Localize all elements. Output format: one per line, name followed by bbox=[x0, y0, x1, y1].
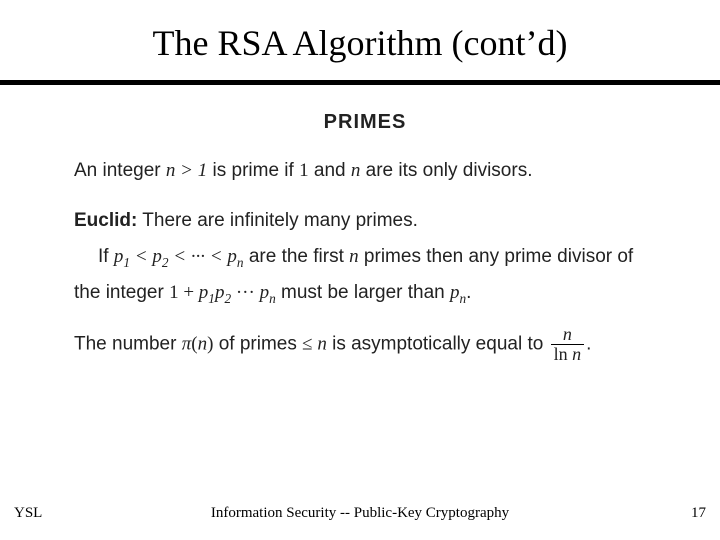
text: must be larger than bbox=[276, 282, 450, 303]
math-pi: π bbox=[182, 334, 192, 355]
math-n: n bbox=[198, 334, 208, 355]
math-ln: ln bbox=[554, 344, 573, 364]
text: . bbox=[466, 282, 471, 303]
math-n: n bbox=[317, 334, 327, 355]
slide-title: The RSA Algorithm (cont’d) bbox=[0, 0, 720, 74]
math-sub: n bbox=[269, 291, 276, 306]
paragraph-euclid: Euclid: There are infinitely many primes… bbox=[74, 203, 656, 311]
math-n-gt-1: n > 1 bbox=[166, 160, 207, 181]
math-sub: 1 bbox=[123, 255, 130, 270]
paragraph-definition: An integer n > 1 is prime if 1 and n are… bbox=[74, 153, 656, 189]
math-sub: 1 bbox=[208, 291, 215, 306]
math-n: n bbox=[572, 344, 581, 364]
slide: The RSA Algorithm (cont’d) PRIMES An int… bbox=[0, 0, 720, 540]
fraction-denominator: ln n bbox=[551, 345, 585, 364]
math-lt: < bbox=[130, 246, 152, 267]
text: The number bbox=[74, 334, 182, 355]
math-p: p bbox=[227, 246, 237, 267]
euclid-label: Euclid: bbox=[74, 210, 137, 231]
footer-title: Information Security -- Public-Key Crypt… bbox=[0, 505, 720, 522]
math-p: p bbox=[199, 282, 209, 303]
footer-page-number: 17 bbox=[691, 505, 706, 522]
math-n: n bbox=[351, 160, 361, 181]
math-sub: n bbox=[237, 255, 244, 270]
text: and bbox=[309, 160, 351, 181]
text: are the first bbox=[244, 246, 350, 267]
math-n: n bbox=[349, 246, 359, 267]
section-heading-primes: PRIMES bbox=[74, 103, 656, 141]
math-p: p bbox=[152, 246, 162, 267]
slide-content: PRIMES An integer n > 1 is prime if 1 an… bbox=[0, 85, 720, 364]
math-p: p bbox=[260, 282, 270, 303]
math-fraction: nln n bbox=[551, 325, 585, 364]
math-p: p bbox=[114, 246, 124, 267]
math-one-plus: 1 + bbox=[169, 282, 199, 303]
paragraph-prime-counting: The number π(n) of primes ≤ n is asympto… bbox=[74, 325, 656, 364]
text: of primes bbox=[213, 334, 302, 355]
text: is asymptotically equal to bbox=[327, 334, 549, 355]
text: There are infinitely many primes. bbox=[137, 210, 418, 231]
text: If bbox=[98, 246, 114, 267]
math-one: 1 bbox=[299, 160, 309, 181]
euclid-body: If p1 < p2 < ··· < pn are the first n pr… bbox=[74, 246, 633, 303]
math-dots: ··· bbox=[231, 282, 259, 303]
text: . bbox=[586, 334, 591, 355]
text: are its only divisors. bbox=[360, 160, 532, 181]
math-lt-dots: < ··· < bbox=[168, 246, 227, 267]
text: is prime if bbox=[207, 160, 299, 181]
math-leq: ≤ bbox=[302, 334, 317, 355]
math-p: p bbox=[450, 282, 460, 303]
fraction-numerator: n bbox=[551, 325, 585, 345]
text: An integer bbox=[74, 160, 166, 181]
